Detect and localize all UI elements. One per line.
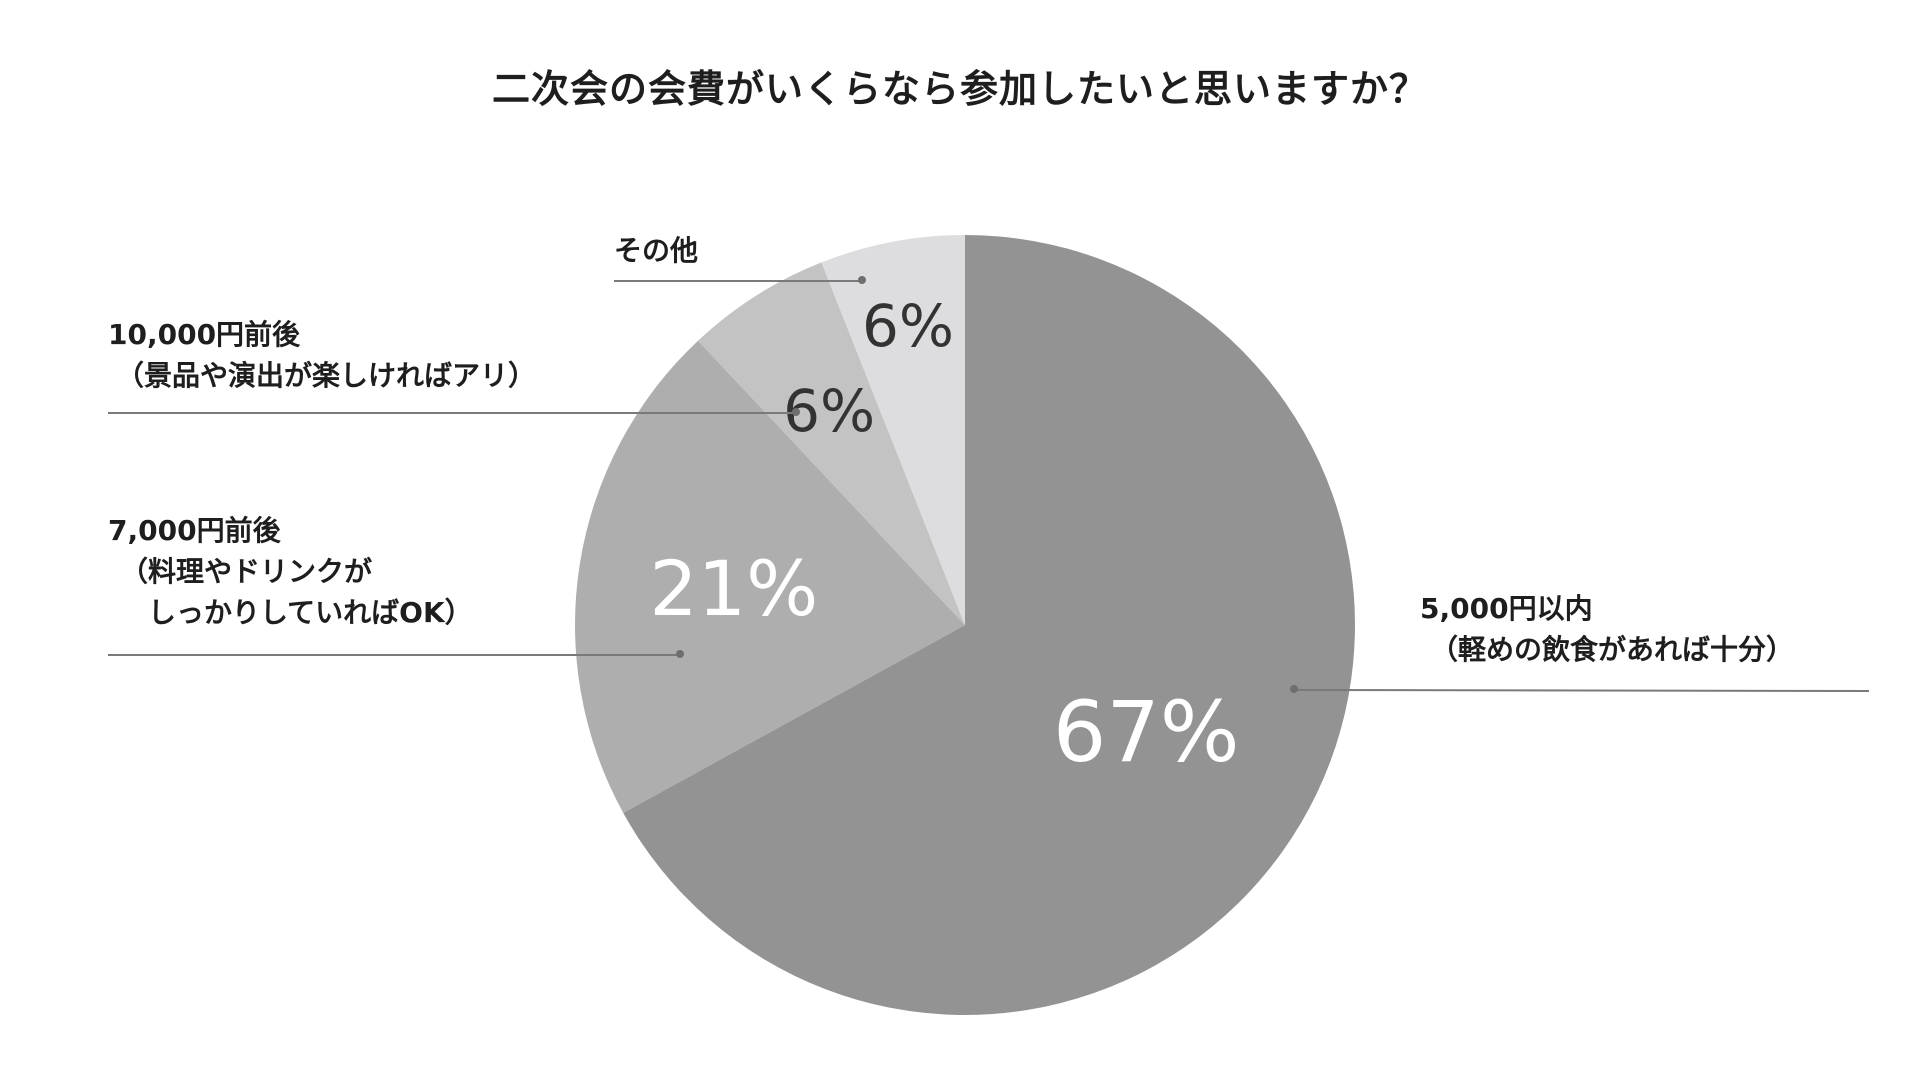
slice-label-line: （軽めの飲食があれば十分） <box>1430 633 1795 666</box>
slice-label-other: その他 <box>614 230 698 271</box>
pie-slice-s10000 <box>698 262 965 625</box>
slice-label-line: （料理やドリンクが <box>120 555 373 588</box>
chart-title: 二次会の会費がいくらなら参加したいと思いますか？ <box>491 67 1428 111</box>
slice-label-10000-yen: 10,000円前後 （景品や演出が楽しければアリ） <box>108 314 536 396</box>
slice-label-line: 7,000円前後 <box>108 514 281 547</box>
leader-line-7000-yen <box>108 654 680 656</box>
leader-dot-5000-yen <box>1290 685 1298 693</box>
leader-dot-other <box>858 276 866 284</box>
value-label-s5000: 67% <box>1053 683 1240 781</box>
pie-slice-s5000 <box>623 235 1356 1016</box>
slice-label-line: しっかりしていればOK） <box>120 596 473 629</box>
leader-line-other <box>614 280 862 282</box>
slice-label-5000-yen: 5,000円以内 （軽めの飲食があれば十分） <box>1418 588 1794 670</box>
leader-dot-7000-yen <box>676 650 684 658</box>
slice-label-line: その他 <box>614 234 699 267</box>
leader-dot-10000-yen <box>792 408 800 416</box>
pie-slices <box>575 235 1356 1016</box>
pie-value-labels: 67%21%6%6% <box>649 292 1239 781</box>
slice-label-line: 10,000円前後 <box>108 318 301 351</box>
pie-slice-s7000 <box>575 340 965 813</box>
slice-label-7000-yen: 7,000円前後 （料理やドリンクが しっかりしていればOK） <box>108 510 473 633</box>
value-label-s7000: 21% <box>649 544 818 633</box>
leader-line-10000-yen <box>108 412 796 414</box>
slice-label-line: 5,000円以内 <box>1420 592 1593 625</box>
pie-slice-other <box>821 235 965 625</box>
value-label-other: 6% <box>862 292 954 360</box>
slice-label-line: （景品や演出が楽しければアリ） <box>116 359 537 392</box>
